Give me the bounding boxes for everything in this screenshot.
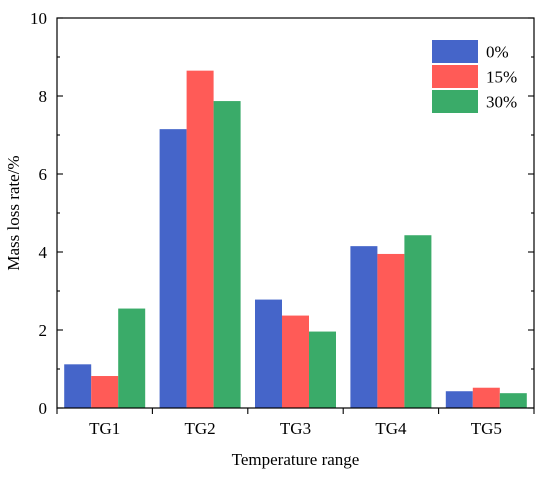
x-tick-label: TG1 xyxy=(89,419,120,438)
bar xyxy=(255,299,282,408)
y-tick-label: 0 xyxy=(39,399,48,418)
legend: 0% 15% 30% xyxy=(432,40,517,113)
legend-swatch xyxy=(432,65,478,88)
x-tick-label: TG5 xyxy=(471,419,502,438)
legend-swatch xyxy=(432,90,478,113)
legend-label: 0% xyxy=(486,43,509,62)
bar xyxy=(213,101,241,408)
y-tick-label: 10 xyxy=(30,9,47,28)
bar xyxy=(309,331,336,408)
bar xyxy=(377,253,405,408)
x-axis-label: Temperature range xyxy=(232,450,360,469)
bar xyxy=(186,70,214,409)
plot-area xyxy=(64,70,527,409)
x-tick-label: TG4 xyxy=(375,419,407,438)
bar xyxy=(64,364,92,408)
bar xyxy=(91,376,119,408)
x-tick-label: TG3 xyxy=(280,419,311,438)
y-tick-label: 8 xyxy=(39,87,48,106)
bar xyxy=(499,393,527,408)
x-tick-label: TG2 xyxy=(185,419,216,438)
y-tick-label: 2 xyxy=(39,321,48,340)
bar xyxy=(159,129,187,408)
bar xyxy=(118,308,146,408)
y-tick-label: 4 xyxy=(39,243,48,262)
bar xyxy=(350,246,378,408)
bar xyxy=(445,391,473,408)
y-tick-label: 6 xyxy=(39,165,48,184)
bar xyxy=(282,315,309,408)
bar xyxy=(404,235,432,408)
legend-swatch xyxy=(432,40,478,63)
legend-label: 30% xyxy=(486,93,517,112)
axes: 0 2 4 6 8 10 TG1 TG2 TG3 TG4 TG5 xyxy=(30,9,535,438)
bar xyxy=(472,387,500,408)
y-axis-label: Mass loss rate/% xyxy=(4,155,23,270)
legend-label: 15% xyxy=(486,68,517,87)
